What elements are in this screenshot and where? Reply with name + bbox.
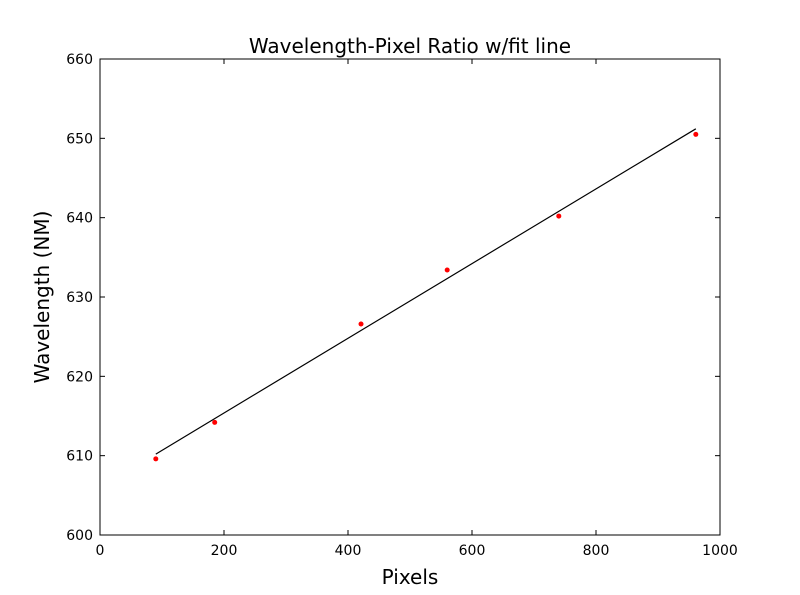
y-axis: 600 610 620 630 640 650 660 [66,52,720,544]
data-point [212,419,218,425]
x-tick-label: 1000 [702,543,738,559]
y-tick-label: 620 [66,369,93,385]
x-tick-label: 0 [96,543,105,559]
chart-title: Wavelength-Pixel Ratio w/fit line [249,34,571,58]
x-tick-label: 800 [583,543,610,559]
data-point [556,213,562,219]
x-tick-label: 200 [211,543,238,559]
data-point [693,131,699,137]
x-axis-label: Pixels [382,565,439,589]
x-axis: 0 200 400 600 800 1000 [96,59,738,559]
y-tick-label: 600 [66,528,93,544]
y-tick-label: 640 [66,211,93,227]
y-tick-label: 610 [66,449,93,465]
y-tick-label: 650 [66,131,93,147]
y-tick-label: 660 [66,52,93,68]
y-axis-label: Wavelength (NM) [30,211,54,384]
data-point [153,456,159,462]
data-point [444,267,450,273]
data-point [358,321,364,327]
y-tick-label: 630 [66,290,93,306]
x-tick-label: 400 [335,543,362,559]
plot-area [153,128,699,462]
fit-line [155,128,697,455]
x-tick-label: 600 [459,543,486,559]
